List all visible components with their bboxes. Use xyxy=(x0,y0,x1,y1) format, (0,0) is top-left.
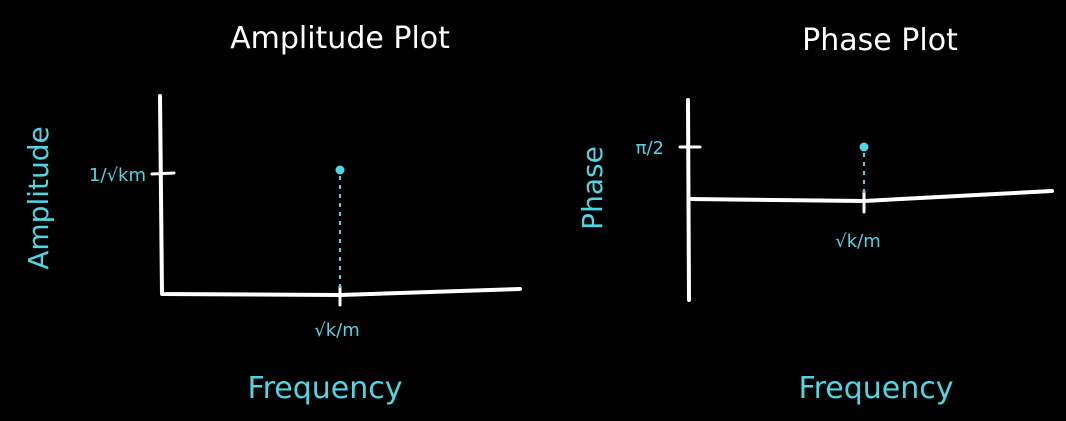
phase-y-tick-label: π/2 xyxy=(636,138,664,159)
amplitude-x-axis-label: Frequency xyxy=(248,371,403,406)
phase-plot-title: Phase Plot xyxy=(802,23,958,58)
phase-data-point xyxy=(859,142,869,152)
amplitude-y-axis-label: Amplitude xyxy=(22,126,55,270)
amplitude-x-tick-label: √k/m xyxy=(314,320,360,341)
amplitude-y-tick xyxy=(150,171,176,176)
amplitude-plot: Amplitude Plot Amplitude 1/√km √k/m Freq… xyxy=(22,21,522,406)
phase-plot: Phase Plot Phase π/2 √k/m Frequency xyxy=(576,23,1054,406)
amplitude-y-tick-label: 1/√km xyxy=(89,165,146,186)
phase-x-axis xyxy=(687,189,1054,203)
phase-x-axis-label: Frequency xyxy=(799,371,954,406)
amplitude-axes xyxy=(158,94,522,297)
phase-y-axis-label: Phase xyxy=(576,146,609,230)
amplitude-data-point xyxy=(335,165,345,175)
amplitude-plot-title: Amplitude Plot xyxy=(230,21,450,56)
phase-x-tick-label: √k/m xyxy=(835,231,881,252)
